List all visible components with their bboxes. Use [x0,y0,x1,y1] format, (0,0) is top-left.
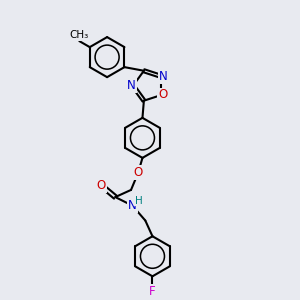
Text: N: N [158,70,167,83]
Text: N: N [128,199,137,212]
Text: H: H [135,196,142,206]
Text: F: F [149,285,156,298]
Text: N: N [127,79,136,92]
Text: CH₃: CH₃ [70,30,89,40]
Text: O: O [158,88,167,101]
Text: O: O [134,166,143,179]
Text: O: O [96,179,106,192]
